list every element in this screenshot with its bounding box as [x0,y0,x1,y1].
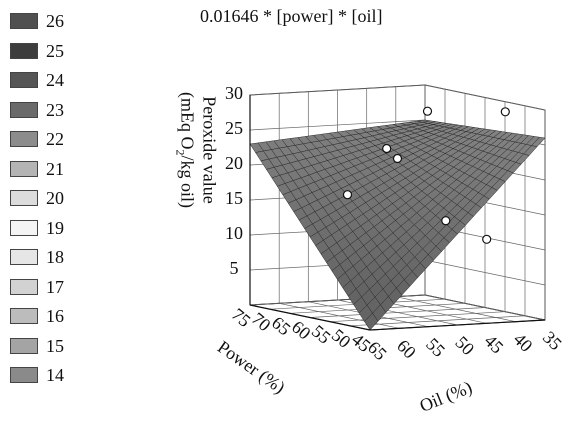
legend-label: 18 [46,247,64,267]
x-tick-label: 40 [510,329,537,356]
observed-point [500,107,510,117]
z-tick-label: 5 [230,258,239,278]
oil-axis-line [369,319,546,331]
legend-item: 14 [10,364,90,386]
legend-swatch [10,101,38,118]
observed-point [441,216,451,226]
z-tick-label: 30 [225,83,243,103]
x-axis-label: Oil (%) [417,377,475,417]
legend-swatch [10,308,38,324]
x-tick-label: 35 [539,327,566,354]
observed-point [382,143,392,154]
legend-swatch [10,13,38,29]
z-tick-label: 25 [225,118,243,138]
legend-item: 24 [10,69,90,91]
legend-label: 19 [46,217,64,238]
x-tick-label: 60 [393,336,420,363]
z-tick-label: 20 [225,153,243,173]
legend-item: 16 [10,305,90,327]
power-axis-line [249,304,371,331]
z-tick-label: 15 [225,188,243,208]
legend-swatch [10,367,38,383]
z-tick-label: 10 [225,223,243,243]
legend-item: 19 [10,217,90,239]
legend-item: 26 [10,10,90,32]
legend-label: 21 [46,158,64,179]
legend-item: 25 [10,40,90,62]
legend-label: 15 [46,335,64,356]
legend-item: 17 [10,276,90,298]
y-gridline [349,105,526,327]
legend-swatch [10,160,38,177]
legend-swatch [10,249,38,265]
legend-item: 22 [10,128,90,150]
legend-swatch [10,337,38,354]
observed-point [482,234,492,244]
legend-swatch [10,72,38,88]
legend-label: 25 [46,40,64,61]
x-tick-label: 45 [481,331,508,358]
z-gridline [249,84,546,111]
legend-label: 16 [46,306,64,326]
legend-label: 26 [46,11,64,31]
surface-cell [364,312,379,331]
legend-swatch [10,42,38,59]
observed-point [342,190,353,200]
chart-title: 0.01646 * [power] * [oil] [200,6,383,26]
legend-swatch [10,278,38,295]
observed-point [422,106,433,116]
legend-swatch [10,219,38,236]
x-tick-label: 55 [422,334,449,361]
legend-swatch [10,131,38,147]
y-tick-label: 75 [228,304,255,331]
legend-label: 23 [46,99,64,120]
legend-item: 21 [10,158,90,180]
legend-swatch [10,190,38,206]
x-tick-label: 50 [451,332,478,359]
legend-item: 18 [10,246,90,268]
observed-point [392,153,403,164]
legend-label: 17 [46,276,64,297]
legend-label: 24 [46,70,64,90]
y-axis-label: Power (%) [213,337,289,399]
legend-item: 15 [10,335,90,357]
legend-label: 14 [46,365,64,385]
legend-item: 23 [10,99,90,121]
legend-label: 20 [46,188,64,208]
legend-label: 22 [46,129,64,149]
legend-item: 20 [10,187,90,209]
